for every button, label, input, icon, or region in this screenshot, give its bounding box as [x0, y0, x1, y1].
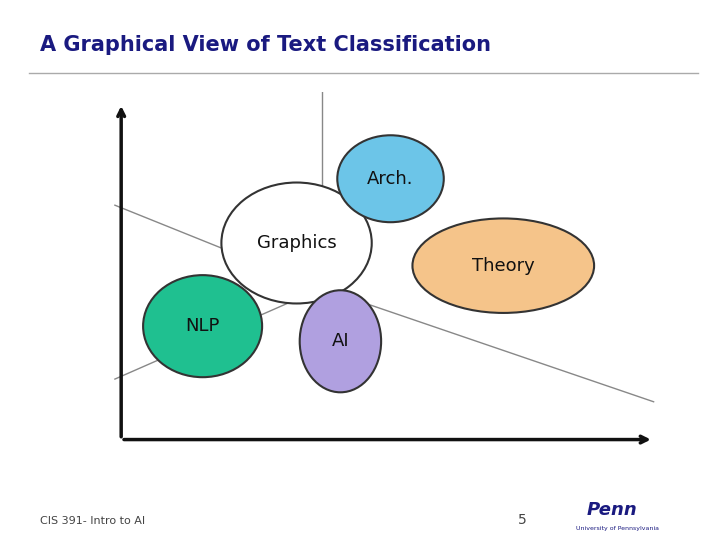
Text: AI: AI: [332, 332, 349, 350]
Text: A Graphical View of Text Classification: A Graphical View of Text Classification: [40, 35, 490, 55]
Text: Penn: Penn: [587, 502, 637, 519]
Ellipse shape: [337, 135, 444, 222]
Text: Graphics: Graphics: [257, 234, 336, 252]
Ellipse shape: [413, 218, 594, 313]
Text: NLP: NLP: [186, 317, 220, 335]
Text: Arch.: Arch.: [367, 170, 414, 188]
Text: Theory: Theory: [472, 256, 535, 275]
Ellipse shape: [222, 183, 372, 303]
Text: University of Pennsylvania: University of Pennsylvania: [576, 526, 659, 531]
Text: CIS 391- Intro to AI: CIS 391- Intro to AI: [40, 516, 145, 526]
Text: 5: 5: [518, 512, 527, 526]
Ellipse shape: [300, 290, 381, 392]
Ellipse shape: [143, 275, 262, 377]
